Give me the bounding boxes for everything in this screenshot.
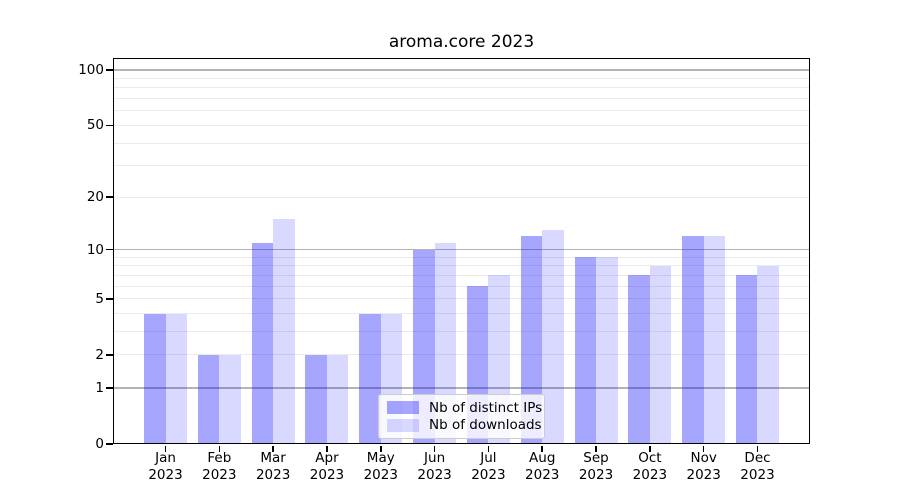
bar-distinct-ips-oct <box>628 275 650 444</box>
legend: Nb of distinct IPs Nb of downloads <box>378 394 545 439</box>
legend-swatch-downloads <box>387 418 419 432</box>
chart-title: aroma.core 2023 <box>388 32 535 52</box>
bar-downloads-nov <box>703 236 726 444</box>
bar-distinct-ips-apr <box>305 354 327 444</box>
gridline-minor <box>113 313 810 315</box>
legend-item-distinct-ips: Nb of distinct IPs <box>387 400 542 416</box>
gridline-minor <box>113 165 810 167</box>
x-tick-jan <box>164 445 167 452</box>
y-tick-2 <box>106 354 113 356</box>
x-tick-dec <box>756 445 759 452</box>
x-tick-nov <box>702 445 705 452</box>
bar-downloads-jan <box>165 313 187 444</box>
bar-downloads-feb <box>219 354 241 444</box>
x-tick-jul <box>487 445 490 452</box>
y-tick-label-1: 1 <box>95 379 104 396</box>
x-tick-label-may: May 2023 <box>363 450 398 483</box>
bar-distinct-ips-feb <box>197 354 220 444</box>
gridline-major <box>113 387 810 389</box>
bar-downloads-jun <box>434 242 457 444</box>
y-tick-5 <box>106 297 113 300</box>
x-tick-label-aug: Aug 2023 <box>525 450 560 483</box>
bar-downloads-mar <box>273 219 295 444</box>
legend-item-downloads: Nb of downloads <box>387 417 542 433</box>
x-tick-may <box>379 445 382 452</box>
legend-label-downloads: Nb of downloads <box>429 417 542 434</box>
x-tick-sep <box>595 445 597 452</box>
bar-downloads-aug <box>542 230 564 444</box>
y-tick-20 <box>106 196 113 199</box>
x-tick-oct <box>649 445 651 452</box>
x-tick-label-jul: Jul 2023 <box>471 450 506 483</box>
gridline-major <box>113 69 810 71</box>
gridline-minor <box>113 354 810 356</box>
x-tick-label-jun: Jun 2023 <box>417 450 452 483</box>
gridline-major <box>113 248 810 251</box>
bar-distinct-ips-dec <box>735 275 758 444</box>
x-tick-aug <box>541 445 544 452</box>
y-tick-10 <box>106 248 113 251</box>
y-tick-1 <box>106 387 113 389</box>
gridline-minor <box>113 110 810 112</box>
x-tick-label-sep: Sep 2023 <box>578 450 614 483</box>
gridline-minor <box>113 298 810 300</box>
x-tick-label-apr: Apr 2023 <box>309 450 345 483</box>
x-tick-label-nov: Nov 2023 <box>686 450 721 483</box>
bar-distinct-ips-jan <box>144 313 166 444</box>
legend-swatch-distinct-ips <box>387 401 419 415</box>
bar-distinct-ips-sep <box>574 257 597 444</box>
gridline-minor <box>113 265 810 267</box>
gridline-minor <box>113 124 810 126</box>
bar-distinct-ips-nov <box>682 236 704 444</box>
x-tick-label-jan: Jan 2023 <box>148 450 183 483</box>
legend-label-distinct-ips: Nb of distinct IPs <box>429 399 543 416</box>
y-tick-label-100: 100 <box>78 62 104 78</box>
bar-distinct-ips-may <box>359 313 381 444</box>
gridline-minor <box>113 77 810 79</box>
bar-downloads-oct <box>649 265 672 444</box>
y-tick-label-2: 2 <box>95 346 104 363</box>
x-tick-label-feb: Feb 2023 <box>202 450 237 483</box>
bar-distinct-ips-mar <box>251 242 274 444</box>
gridline-minor <box>113 87 810 89</box>
x-tick-label-oct: Oct 2023 <box>632 450 668 483</box>
y-tick-100 <box>106 69 113 71</box>
bar-downloads-dec <box>757 265 779 444</box>
bar-downloads-apr <box>326 354 349 444</box>
gridline-minor <box>113 274 810 276</box>
gridline-minor <box>113 196 810 198</box>
gridline-minor <box>113 331 810 333</box>
y-tick-50 <box>106 124 113 127</box>
x-tick-jun <box>433 445 436 452</box>
gridline-minor <box>113 142 810 144</box>
y-tick-label-20: 20 <box>86 189 104 206</box>
x-tick-label-dec: Dec 2023 <box>740 450 775 483</box>
gridline-minor <box>113 256 810 258</box>
bar-distinct-ips-aug <box>520 236 543 444</box>
gridline-minor <box>113 285 810 287</box>
y-tick-label-5: 5 <box>95 290 104 307</box>
x-tick-apr <box>326 445 328 452</box>
y-tick-0 <box>106 443 113 445</box>
plot-area: Nb of distinct IPs Nb of downloads <box>113 58 810 452</box>
y-tick-label-0: 0 <box>95 436 104 452</box>
x-tick-mar <box>272 445 274 452</box>
gridline-minor <box>113 98 810 100</box>
y-tick-label-50: 50 <box>86 117 104 134</box>
bar-downloads-sep <box>596 257 618 444</box>
y-tick-label-10: 10 <box>86 241 104 258</box>
x-tick-label-mar: Mar 2023 <box>255 450 291 483</box>
x-tick-feb <box>218 445 221 452</box>
